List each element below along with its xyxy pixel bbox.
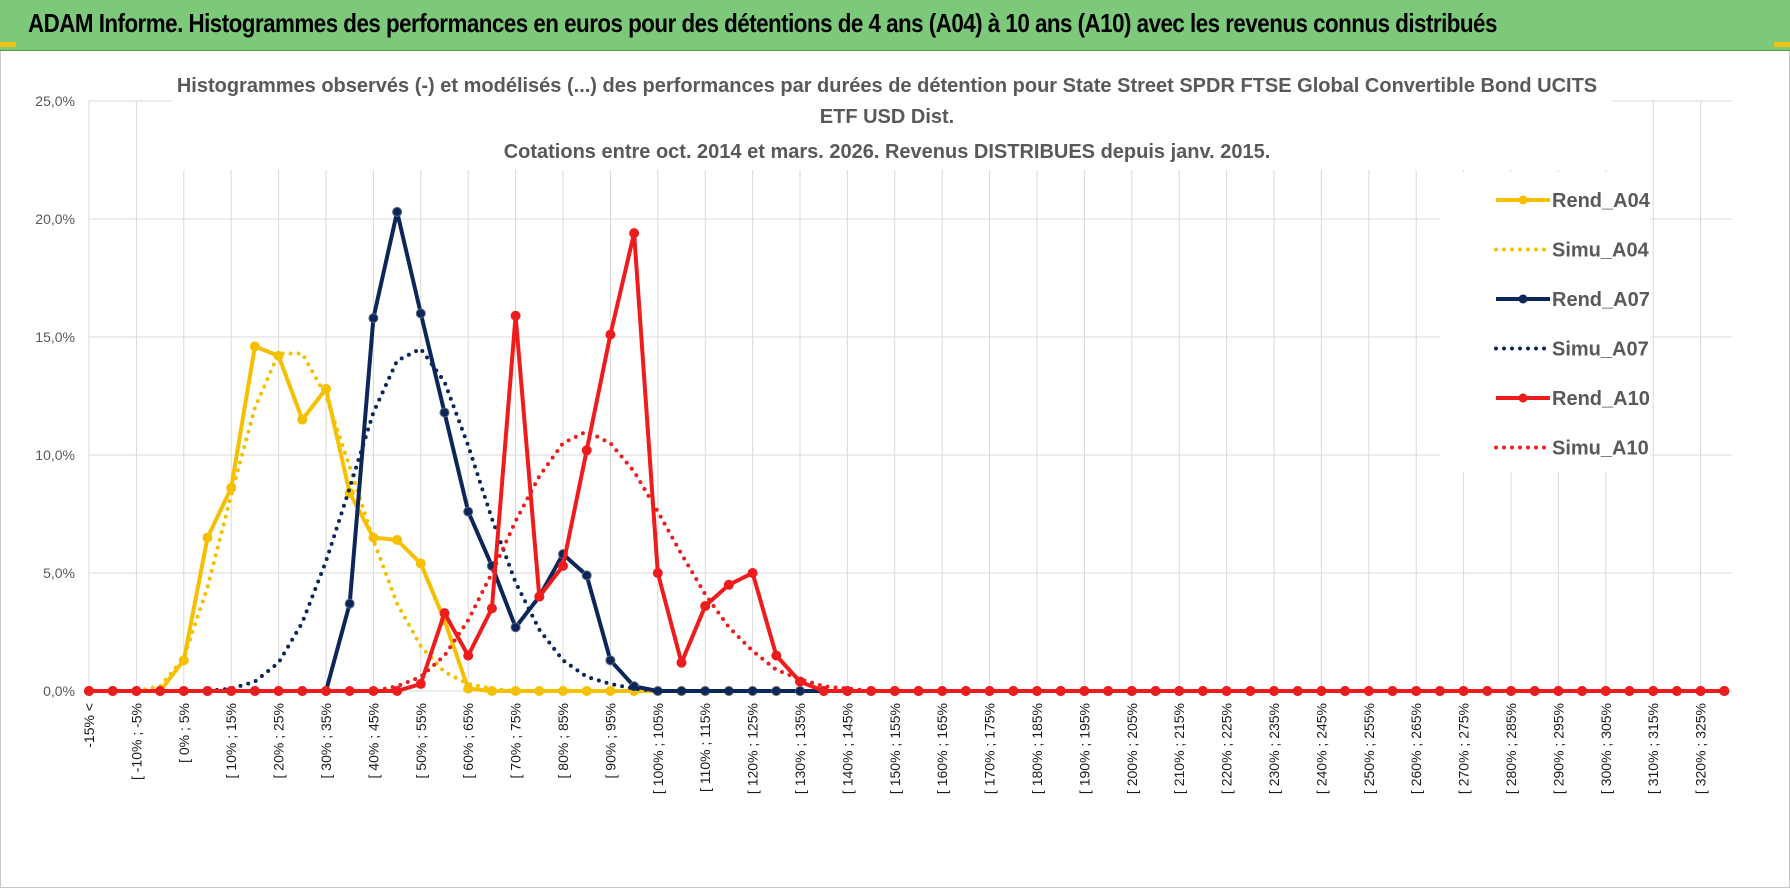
data-point-rend-a10 <box>486 603 497 614</box>
x-tick-label: [ 20% ; 25% <box>271 703 287 779</box>
x-tick-label: [ 50% ; 55% <box>413 703 429 779</box>
legend-label-simu-a10: Simu_A10 <box>1552 438 1649 460</box>
y-tick-label: 15,0% <box>35 329 75 345</box>
data-point-rend-a04 <box>202 532 213 543</box>
chart-legend: Rend_A04 Simu_A04 Rend_A07 Simu_A07 Rend_A10… <box>1440 172 1651 472</box>
x-tick-label: [ 220% ; 225% <box>1219 703 1235 794</box>
data-point-rend-a07 <box>581 570 592 581</box>
x-tick-label: [ -10% ; -5% <box>128 703 144 780</box>
x-tick-label: [ 200% ; 205% <box>1124 703 1140 794</box>
x-tick-label: [ 230% ; 235% <box>1266 703 1282 794</box>
x-tick-label: [ 160% ; 165% <box>934 703 950 794</box>
chart-title: Histogrammes observés (-) et modélisés (… <box>172 64 1612 170</box>
x-tick-label: [ 70% ; 75% <box>508 703 524 779</box>
data-point-rend-a10 <box>629 228 640 239</box>
data-point-rend-a10 <box>581 445 592 456</box>
chart-title-line-1: Histogrammes observés (-) et modélisés (… <box>177 75 1597 97</box>
data-point-rend-a10 <box>818 686 829 696</box>
corner-accent-right <box>1774 42 1790 47</box>
legend-marker-rend-a04 <box>1518 195 1528 205</box>
legend-marker-rend-a10 <box>1518 393 1528 403</box>
y-tick-label: 0,0% <box>43 683 75 699</box>
data-point-rend-a07 <box>415 308 426 319</box>
x-tick-label: [ 100% ; 105% <box>650 703 666 794</box>
x-tick-label: [ 250% ; 255% <box>1361 703 1377 794</box>
data-point-rend-a04 <box>392 534 403 545</box>
data-point-rend-a07 <box>392 206 403 217</box>
x-tick-label: [ 140% ; 145% <box>839 703 855 794</box>
data-point-rend-a10 <box>605 329 616 340</box>
data-point-rend-a10 <box>510 310 521 321</box>
data-point-rend-a07 <box>439 407 450 418</box>
x-tick-label: [ 40% ; 45% <box>365 703 381 779</box>
legend-label-rend-a10: Rend_A10 <box>1552 388 1650 410</box>
x-tick-label: [ 190% ; 195% <box>1076 703 1092 794</box>
header-banner: ADAM Informe. Histogrammes des performan… <box>0 0 1790 51</box>
x-tick-label: [ 310% ; 315% <box>1645 703 1661 794</box>
x-tick-label: [ 90% ; 95% <box>602 703 618 779</box>
series-line-simu-a10 <box>87 429 1727 693</box>
data-point-rend-a10 <box>558 560 568 571</box>
data-point-rend-a10 <box>771 650 782 661</box>
x-tick-label: [ 130% ; 135% <box>792 703 808 794</box>
x-tick-label: [ 80% ; 85% <box>555 703 571 779</box>
x-tick-label: [ 290% ; 295% <box>1550 703 1566 794</box>
data-point-rend-a10 <box>676 657 687 668</box>
x-tick-label: [ 240% ; 245% <box>1313 703 1329 794</box>
x-tick-label: [ 0% ; 5% <box>176 703 192 763</box>
axis-layer: 0,0% 5,0% 10,0% 15,0% 20,0% 25,0% -15% < [ -10%… <box>35 93 1708 794</box>
x-tick-label: [ 120% ; 125% <box>745 703 761 794</box>
data-point-rend-a04 <box>297 414 308 425</box>
x-tick-label: [ 210% ; 215% <box>1171 703 1187 794</box>
x-tick-label: [ 320% ; 325% <box>1693 703 1709 794</box>
data-point-rend-a10 <box>439 608 450 619</box>
data-point-rend-a10 <box>700 601 711 612</box>
x-tick-label: [ 110% ; 115% <box>697 703 713 792</box>
data-point-rend-a10 <box>652 568 663 578</box>
data-point-rend-a07 <box>368 313 379 324</box>
legend-label-simu-a04: Simu_A04 <box>1552 240 1650 262</box>
legend-marker-rend-a07 <box>1518 294 1528 304</box>
legend-label-rend-a04: Rend_A04 <box>1552 190 1651 212</box>
data-point-rend-a10 <box>463 650 474 661</box>
y-tick-label: 10,0% <box>35 447 75 463</box>
corner-accent-left <box>0 42 16 47</box>
data-point-rend-a07 <box>463 506 474 517</box>
y-tick-label: 5,0% <box>43 565 75 581</box>
legend-label-simu-a07: Simu_A07 <box>1552 339 1649 361</box>
x-tick-label: [ 30% ; 35% <box>318 703 334 779</box>
data-point-rend-a10 <box>534 591 545 602</box>
x-tick-label: [ 170% ; 175% <box>982 703 998 794</box>
x-tick-label: [ 280% ; 285% <box>1503 703 1519 794</box>
series-layer <box>84 206 1730 696</box>
data-point-rend-a04 <box>249 341 260 352</box>
data-point-rend-a07 <box>510 622 521 633</box>
y-tick-label: 20,0% <box>35 211 75 227</box>
x-tick-label: [ 300% ; 305% <box>1598 703 1614 794</box>
data-point-rend-a10 <box>723 579 734 590</box>
data-point-rend-a07 <box>344 598 355 609</box>
legend-background <box>1440 172 1650 472</box>
x-tick-label: [ 150% ; 155% <box>887 703 903 794</box>
chart-title-line-3: Cotations entre oct. 2014 et mars. 2026.… <box>504 141 1271 163</box>
x-tick-label: [ 270% ; 275% <box>1456 703 1472 794</box>
chart-title-background <box>172 64 1612 170</box>
chart-title-line-2: ETF USD Dist. <box>820 106 954 128</box>
page-title: ADAM Informe. Histogrammes des performan… <box>28 8 1497 38</box>
x-tick-label: -15% < <box>81 703 97 748</box>
y-tick-label: 25,0% <box>35 93 75 109</box>
x-tick-label: [ 260% ; 265% <box>1408 703 1424 794</box>
data-point-rend-a07 <box>605 655 616 666</box>
data-point-rend-a10 <box>392 686 403 696</box>
data-point-rend-a10 <box>415 678 426 689</box>
x-tick-label: [ 60% ; 65% <box>460 703 476 779</box>
legend-label-rend-a07: Rend_A07 <box>1552 289 1650 311</box>
data-point-rend-a04 <box>415 558 426 569</box>
x-tick-label: [ 180% ; 185% <box>1029 703 1045 794</box>
data-point-rend-a10 <box>747 568 758 578</box>
x-tick-label: [ 10% ; 15% <box>223 703 239 779</box>
